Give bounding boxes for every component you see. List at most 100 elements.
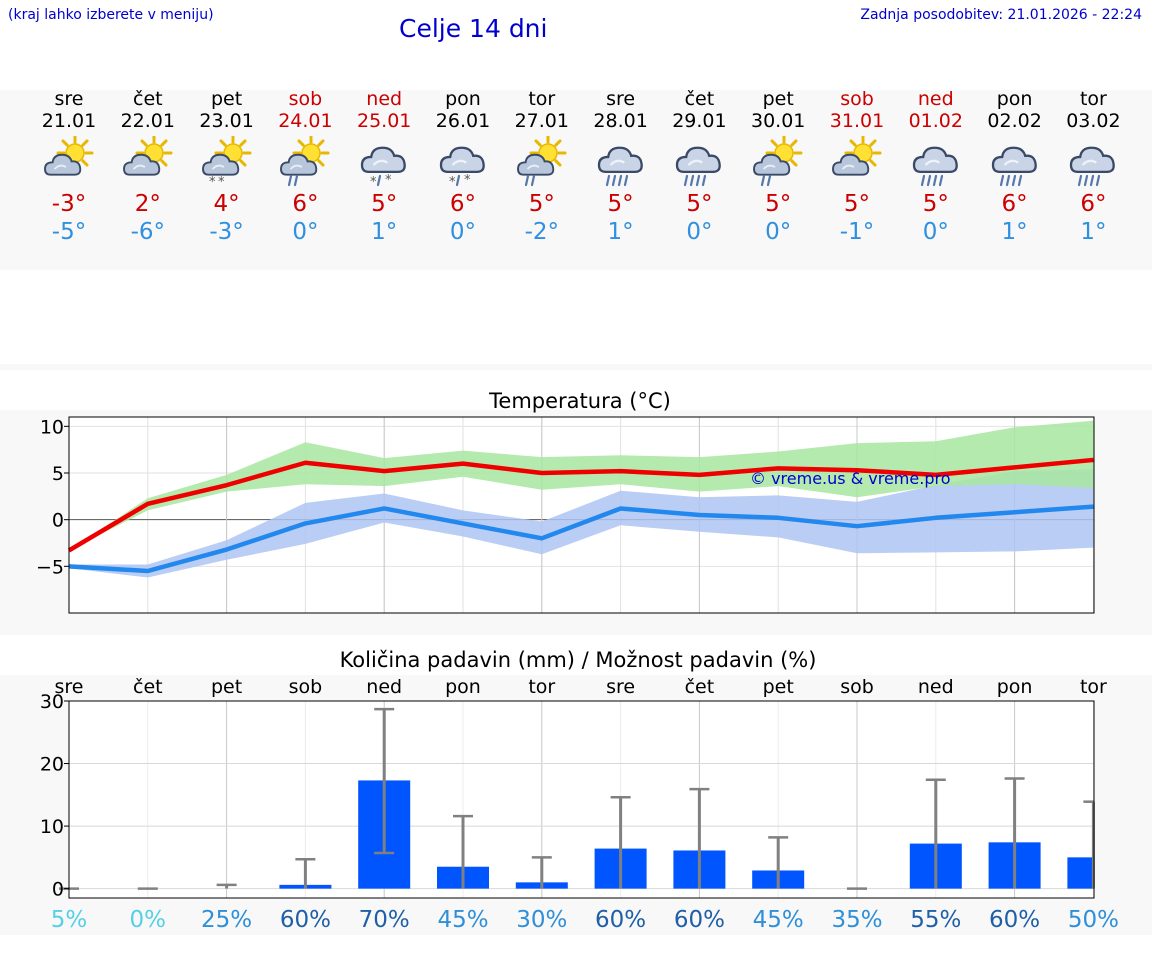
day-column: sre 21.01 -3° -5° <box>29 88 109 246</box>
precipitation-probability: 5% <box>51 907 88 933</box>
day-column: pet 23.01 * * 4° -3° <box>187 88 267 246</box>
precipitation-day-label: tor <box>1080 676 1107 698</box>
cloud-sleet-icon: * * <box>433 136 493 190</box>
precipitation-ytick-label: 30 <box>40 691 64 713</box>
last-updated: Zadnja posodobitev: 21.01.2026 - 22:24 <box>860 7 1142 23</box>
precipitation-probability: 45% <box>753 907 804 933</box>
min-temperature: 1° <box>1001 219 1028 245</box>
precipitation-bar <box>1067 857 1094 889</box>
temperature-ytick-label: 10 <box>40 416 64 438</box>
day-date: 21.01 <box>41 110 97 132</box>
precipitation-probability: 45% <box>437 907 488 933</box>
precipitation-probability: 30% <box>516 907 567 933</box>
max-temperature: 5° <box>686 191 713 217</box>
day-column: pon 26.01 * * 6° 0° <box>423 88 503 246</box>
cloud-rain-icon <box>985 136 1045 190</box>
max-temperature: 4° <box>213 191 240 217</box>
temperature-ytick-label: −5 <box>36 556 64 578</box>
day-name: čet <box>684 88 715 110</box>
precipitation-day-label: pet <box>211 676 242 698</box>
precipitation-ytick-label: 20 <box>40 754 64 776</box>
max-temperature: 5° <box>607 191 634 217</box>
precipitation-probability: 60% <box>989 907 1040 933</box>
max-temperature: 6° <box>449 191 477 217</box>
min-temperature: 0° <box>765 219 792 245</box>
min-temperature: -3° <box>209 219 244 245</box>
max-temperature: 5° <box>922 191 949 217</box>
watermark: © vreme.us & vreme.pro <box>750 469 951 488</box>
day-column: sob 24.01 6° 0° <box>265 88 345 246</box>
cloud-rain-icon <box>1063 136 1123 190</box>
cloud-rain-icon <box>669 136 729 190</box>
day-name: sob <box>840 88 874 110</box>
day-name: sre <box>54 88 84 110</box>
sun-cloud-icon <box>827 134 887 190</box>
svg-text:*: * <box>209 175 216 190</box>
day-name: ned <box>366 88 403 110</box>
precipitation-day-label: pon <box>997 676 1033 698</box>
separator-band <box>0 364 1152 370</box>
precipitation-probability: 35% <box>831 907 882 933</box>
precipitation-day-label: ned <box>918 676 954 698</box>
precipitation-day-label: sob <box>840 676 874 698</box>
max-temperature-line <box>67 457 1094 553</box>
precipitation-probability: 60% <box>280 907 331 933</box>
day-date: 25.01 <box>356 110 412 132</box>
day-column: tor 03.02 6° 1° <box>1053 88 1133 246</box>
max-temperature: 5° <box>843 191 871 217</box>
max-temperature-band <box>69 420 1094 551</box>
max-temperature: 5° <box>371 191 398 217</box>
svg-text:*: * <box>370 175 377 190</box>
location-hint[interactable]: (kraj lahko izberete v meniju) <box>8 7 214 23</box>
max-temperature: 2° <box>134 191 161 217</box>
precipitation-plot-frame <box>68 700 1095 899</box>
day-column: ned 01.02 5° 0° <box>896 88 976 246</box>
day-date: 23.01 <box>199 110 254 132</box>
day-date: 27.01 <box>514 110 569 132</box>
svg-text:*: * <box>385 173 392 188</box>
temperature-plot-frame <box>68 416 1095 614</box>
day-name: pon <box>445 88 481 110</box>
sun-cloud-snow-icon: * * <box>197 134 257 190</box>
temperature-ytick-label: 5 <box>52 463 64 485</box>
min-temperature: -5° <box>51 219 87 245</box>
day-name: sre <box>606 88 636 110</box>
temperature-chart-title: Temperatura (°C) <box>488 389 671 413</box>
day-name: pon <box>996 88 1033 110</box>
day-name: pet <box>210 88 243 110</box>
day-name: čet <box>133 88 163 110</box>
day-name: ned <box>917 88 954 110</box>
day-date: 22.01 <box>120 110 175 132</box>
precipitation-day-label: tor <box>528 676 555 698</box>
precipitation-probability: 0% <box>130 907 167 933</box>
day-column: čet 29.01 5° 0° <box>659 88 739 246</box>
min-temperature: 0° <box>449 219 477 245</box>
min-temperature: 1° <box>371 219 398 245</box>
min-temperature: 0° <box>292 219 319 245</box>
precipitation-chart: Količina padavin (mm) / Možnost padavin … <box>40 648 1119 933</box>
min-temperature: 0° <box>686 219 713 245</box>
svg-text:*: * <box>449 175 456 190</box>
precipitation-ytick-label: 10 <box>40 816 64 838</box>
sun-cloud-icon <box>118 134 178 190</box>
day-column: pon 02.02 6° 1° <box>975 88 1055 246</box>
day-column: tor 27.01 5° -2° <box>502 88 582 246</box>
precipitation-probability: 55% <box>910 907 961 933</box>
sun-cloud-rain-icon <box>512 134 572 190</box>
day-column: sre 28.01 5° 1° <box>581 88 661 246</box>
day-date: 01.02 <box>908 110 963 132</box>
day-date: 29.01 <box>672 110 727 132</box>
svg-text:*: * <box>218 175 225 190</box>
sun-cloud-rain-icon <box>275 134 335 190</box>
min-temperature: 0° <box>922 219 949 245</box>
temperature-chart: Temperatura (°C) © vreme.us & vreme.pro … <box>36 389 1095 614</box>
day-date: 26.01 <box>435 110 491 132</box>
day-name: pet <box>762 88 794 110</box>
precipitation-probability: 60% <box>674 907 725 933</box>
cloud-sleet-icon: * * <box>354 136 414 190</box>
page-title: Celje 14 dni <box>399 14 548 43</box>
temperature-ytick-label: 0 <box>52 510 64 532</box>
day-date: 02.02 <box>987 110 1042 132</box>
max-temperature: 5° <box>765 191 792 217</box>
sun-cloud-icon <box>39 134 99 190</box>
